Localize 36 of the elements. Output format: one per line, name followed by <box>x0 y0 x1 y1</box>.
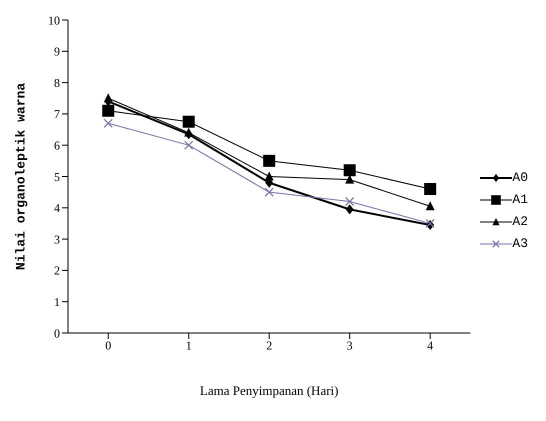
point <box>182 116 195 128</box>
x-tick-label: 2 <box>266 338 272 353</box>
point <box>184 128 194 137</box>
y-tick-label: 3 <box>54 232 60 246</box>
y-tick-label: 5 <box>54 170 60 184</box>
point <box>344 164 356 176</box>
x-tick-label: 4 <box>427 338 434 353</box>
y-tick-label: 6 <box>54 138 60 152</box>
point <box>184 140 194 150</box>
legend-label: A3 <box>512 236 528 251</box>
point <box>346 204 354 214</box>
point <box>102 104 114 117</box>
point <box>104 118 113 128</box>
point <box>104 93 113 102</box>
y-tick-label: 1 <box>54 294 60 309</box>
y-tick-label: 2 <box>54 264 60 278</box>
legend-label: A2 <box>512 214 528 229</box>
legend-label: A0 <box>512 170 528 185</box>
point <box>264 172 274 180</box>
x-tick-label: 0 <box>105 338 112 353</box>
legend-label: A1 <box>512 192 528 207</box>
point <box>263 154 276 167</box>
y-tick-label: 10 <box>48 13 60 28</box>
x-tick-label: 3 <box>346 338 353 353</box>
y-tick-label: 7 <box>54 107 60 122</box>
point <box>426 201 435 210</box>
point <box>424 183 436 196</box>
x-tick-label: 1 <box>186 338 192 353</box>
y-tick-label: 4 <box>54 201 60 216</box>
point <box>345 196 354 206</box>
point <box>264 188 274 197</box>
y-axis-title: Nilai organoleptik warna <box>14 82 29 270</box>
y-tick-label: 0 <box>54 326 60 340</box>
y-tick-label: 8 <box>54 76 60 90</box>
y-tick-label: 9 <box>54 44 60 59</box>
x-axis-title: Lama Penyimpanan (Hari) <box>200 383 339 398</box>
